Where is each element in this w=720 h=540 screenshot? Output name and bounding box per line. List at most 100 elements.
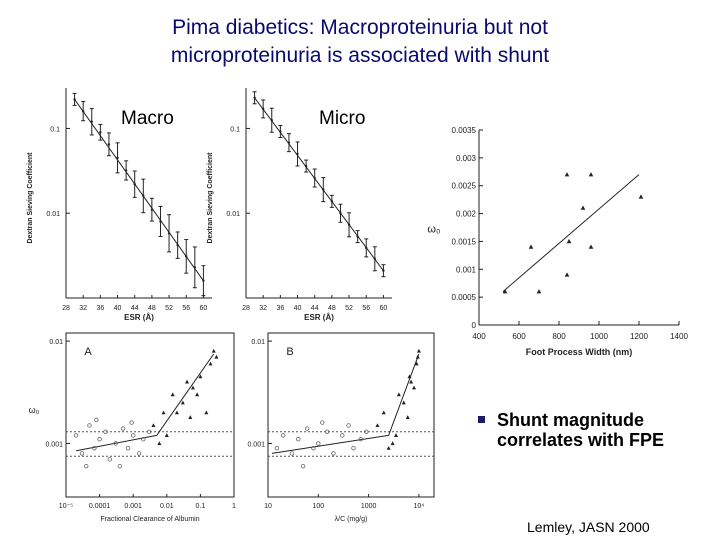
A-filled-point [157,441,162,446]
micro-data-point [330,200,334,203]
A-open-point [103,429,108,435]
micro-data-point [356,235,359,238]
micro-data-point [270,119,273,122]
macro-x-tick-label: 40 [114,305,122,312]
B-open-point [300,463,306,469]
A-open-point [136,451,142,456]
fpw-fit-line [502,174,640,292]
micro-data-point [382,269,385,272]
micro-y-axis-label: Dextran Sieving Coefficient [207,152,214,244]
macro-x-tick-label: 48 [148,305,156,312]
micro-x-tick-label: 36 [276,305,284,312]
A-x-tick-label: 10⁻⁵ [59,503,73,510]
micro-x-tick-label: 44 [311,305,319,312]
B-open-point [320,420,325,425]
macro-x-tick-label: 56 [182,305,190,312]
fpw-x-tick-label: 400 [472,332,486,341]
macro-y-axis-label: Dextran Sieving Coefficient [27,152,34,244]
B-open-point [340,433,345,438]
A-open-point [94,417,99,423]
micro-data-point [313,176,316,180]
macro-data-point [193,266,197,269]
B-filled-point [390,441,395,446]
micro-x-tick-label: 40 [294,305,302,312]
fpw-x-axis-label: Foot Process Width (nm) [526,347,632,357]
micro-x-tick-label: 56 [362,305,370,312]
B-filled-point [393,433,398,437]
fpw-x-tick-label: 600 [512,332,526,341]
B-panel-label: B [286,346,293,358]
A-filled-point [180,400,185,405]
micro-data-point [279,130,282,133]
bullet-text: Shunt magnitude correlates with FPE [497,410,665,450]
macro-x-tick-label: 36 [96,305,104,312]
macro-data-point [159,220,162,223]
B-filled-point [405,415,410,419]
B-open-point [358,437,364,442]
B-x-tick-label: 100 [312,503,324,510]
B-open-point [346,423,351,428]
fpw-data-point [638,194,644,199]
B-frame [267,332,435,498]
fpw-y-axis-label: ω₀ [427,224,440,236]
B-fit-line [271,353,420,454]
A-filled-point [185,379,190,384]
B-open-point [274,445,280,451]
A-filled-point [188,415,193,419]
micro-x-tick-label: 52 [345,305,353,312]
fpw-x-tick-label: 1400 [670,332,688,341]
micro-x-tick-label: 48 [328,305,336,312]
A-open-point [97,437,102,442]
A-filled-point [198,374,203,379]
micro-data-point [365,246,368,250]
A-open-point [130,433,136,438]
fpw-data-point [502,289,508,294]
A-filled-point [204,410,209,415]
macro-y-tick-label: 0.1 [50,126,60,133]
fpw-data-point [564,272,570,277]
A-x-axis-label: Fractional Clearance of Albumin [100,516,199,523]
B-x-tick-label: 10⁴ [414,503,425,510]
fpw-x-tick-label: 1000 [590,332,608,341]
A-open-point [113,441,118,446]
B-open-point [296,437,301,442]
B-open-point [280,433,286,438]
micro-x-axis-label: ESR (Å) [304,313,334,322]
B-filled-point [386,445,391,450]
A-y-axis-label: ω₀ [29,405,40,415]
micro-data-point [373,257,377,260]
A-open-point [117,463,123,469]
B-filled-point [412,385,417,390]
A-open-point [125,445,131,451]
micro-data-point [261,107,265,111]
micro-data-point [339,212,342,215]
macro-data-point [124,169,128,172]
macro-data-point [99,131,102,134]
A-open-point [73,433,79,438]
fpw-data-point [536,289,542,294]
A-frame [65,332,235,498]
fpw-x-tick-label: 1200 [630,332,648,341]
fpw-data-point [588,172,594,177]
fpw-data-point [588,244,594,249]
A-filled-point [211,348,216,353]
A-open-point [87,423,92,428]
A-y-tick-label: 0.01 [49,339,63,346]
macro-x-tick-label: 28 [62,305,70,312]
macro-data-point [150,208,154,211]
macro-label: Macro [121,108,174,129]
macro-data-point [90,120,93,123]
A-filled-point [151,423,156,428]
fpw-y-tick-label: 0.003 [456,154,477,163]
fpw-y-tick-label: 0.0005 [452,293,477,302]
slide-title: Pima diabetics: Macroproteinuria but not… [0,14,720,70]
B-filled-point [375,423,380,428]
macro-data-point [116,156,119,160]
macro-data-point [167,232,171,235]
fpw-data-point [528,244,534,249]
A-x-tick-label: 0.01 [160,503,174,510]
fpw-data-point [566,238,572,244]
B-filled-point [407,374,412,379]
A-x-tick-label: 0.0001 [89,503,111,510]
